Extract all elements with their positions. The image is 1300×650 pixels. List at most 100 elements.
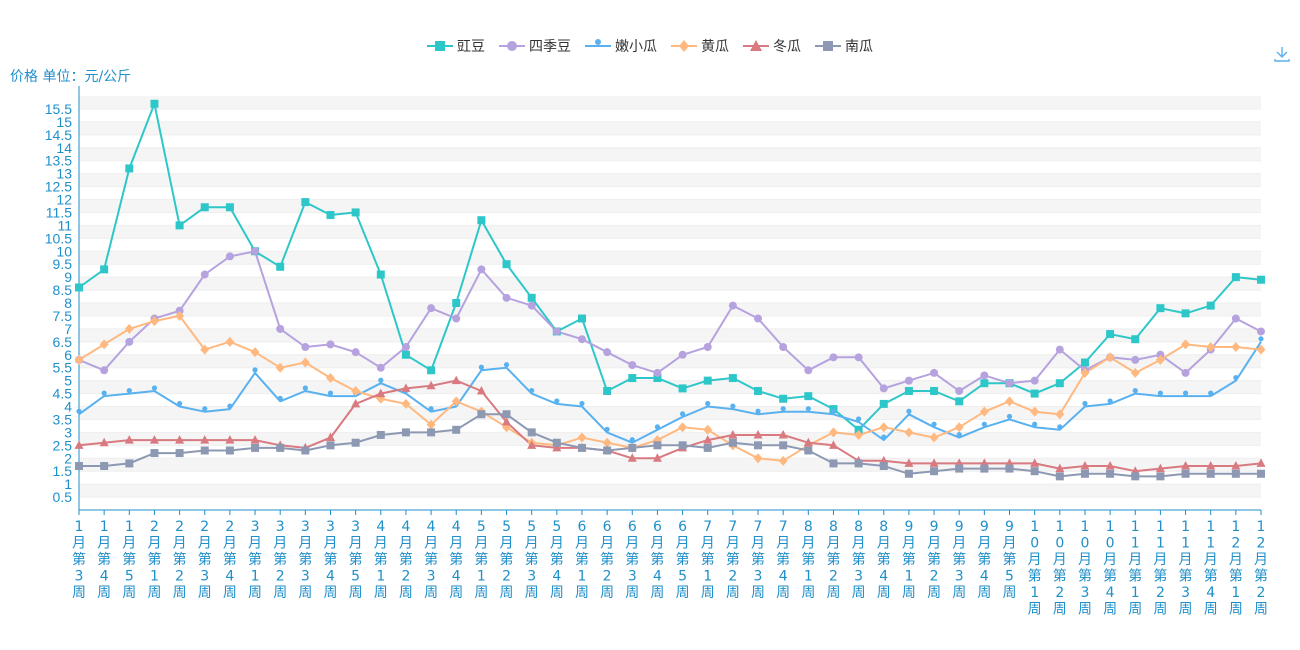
data-point — [780, 406, 786, 412]
data-point — [1055, 463, 1065, 473]
data-point — [451, 375, 461, 385]
data-point — [1131, 472, 1140, 481]
data-point — [200, 270, 209, 279]
y-tick-label: 9.5 — [53, 256, 73, 272]
legend-symbol-icon — [671, 40, 697, 52]
data-point — [552, 442, 562, 452]
x-tick-label: 8 月第 3 周 — [852, 519, 866, 601]
data-point — [1231, 469, 1240, 478]
data-point — [1006, 413, 1013, 420]
data-point — [1080, 358, 1089, 367]
data-point — [1030, 406, 1040, 417]
data-point — [929, 432, 939, 443]
x-tick-label: 1 2 月第 1 周 — [1229, 519, 1243, 618]
data-point — [728, 429, 738, 439]
data-point — [427, 366, 436, 375]
data-point — [1181, 469, 1190, 478]
data-point — [99, 437, 109, 447]
download-icon[interactable] — [1272, 44, 1292, 64]
data-point — [502, 410, 511, 419]
data-point — [1057, 424, 1063, 430]
data-point — [1231, 341, 1241, 352]
data-point — [552, 327, 561, 336]
data-point — [1206, 341, 1216, 352]
x-tick-label: 3 月第 3 周 — [298, 519, 312, 601]
x-tick-label: 1 0 月第 4 周 — [1103, 519, 1117, 618]
data-point — [175, 221, 184, 230]
data-point — [779, 342, 788, 351]
x-tick-label: 1 0 月第 3 周 — [1078, 519, 1092, 618]
y-tick-label: 8.5 — [53, 282, 73, 298]
data-point — [301, 342, 310, 351]
data-point — [1080, 461, 1090, 470]
data-point — [277, 395, 283, 401]
legend-item[interactable]: 豇豆 — [427, 36, 485, 56]
legend-symbol-icon — [815, 41, 841, 51]
data-point — [805, 406, 811, 412]
data-point — [527, 440, 537, 449]
data-point — [1257, 327, 1265, 336]
data-point — [679, 411, 686, 417]
x-tick-label: 4 月第 4 周 — [449, 519, 463, 601]
y-tick-label: 7.5 — [53, 308, 73, 324]
data-point — [654, 424, 661, 430]
legend-symbol-icon — [499, 41, 525, 51]
data-point — [956, 431, 962, 438]
data-point — [778, 455, 788, 466]
series-line — [78, 102, 1262, 431]
legend-symbol-icon — [743, 40, 769, 51]
data-point — [150, 449, 159, 458]
x-tick-label: 6 月第 4 周 — [650, 519, 664, 601]
legend-item[interactable]: 南瓜 — [815, 36, 873, 56]
data-point — [275, 362, 285, 373]
data-point — [478, 364, 484, 370]
legend-item[interactable]: 嫩小瓜 — [585, 36, 657, 56]
data-point — [980, 464, 989, 473]
data-point — [904, 376, 913, 385]
data-point — [1030, 376, 1039, 385]
data-point — [176, 400, 183, 407]
x-tick-label: 1 月第 4 周 — [97, 519, 111, 601]
data-point — [1106, 469, 1115, 478]
legend-item[interactable]: 冬瓜 — [743, 36, 801, 56]
legend-item[interactable]: 四季豆 — [499, 36, 571, 56]
legend-label: 豇豆 — [457, 39, 485, 55]
data-point — [754, 386, 763, 395]
x-tick-label: 1 1 月第 1 周 — [1128, 519, 1142, 618]
x-tick-label: 1 1 月第 3 周 — [1179, 519, 1193, 618]
data-point — [1155, 354, 1165, 365]
legend-item[interactable]: 黄瓜 — [671, 36, 729, 56]
legend: 豇豆 四季豆 嫩小瓜 黄瓜 冬瓜 南瓜 — [0, 36, 1300, 56]
data-point — [931, 421, 937, 427]
data-point — [1257, 275, 1265, 284]
data-point — [529, 387, 535, 394]
y-tick-label: 2.5 — [53, 437, 73, 453]
data-point — [803, 437, 813, 447]
y-tick-label: 15 — [56, 114, 72, 130]
data-point — [703, 443, 712, 452]
data-point — [150, 99, 159, 108]
y-tick-label: 11 — [57, 217, 72, 233]
data-point — [728, 374, 737, 383]
x-tick-label: 2 月第 3 周 — [198, 519, 212, 601]
data-point — [376, 363, 385, 372]
data-point — [1106, 330, 1115, 339]
data-point — [351, 208, 360, 217]
data-point — [678, 384, 687, 393]
data-point — [1055, 379, 1064, 388]
x-tick-label: 6 月第 3 周 — [625, 519, 639, 601]
x-tick-label: 5 月第 4 周 — [550, 519, 564, 601]
data-point — [754, 441, 763, 450]
data-point — [100, 462, 109, 471]
x-tick-label: 2 月第 2 周 — [173, 519, 187, 601]
data-point — [503, 362, 510, 368]
y-tick-label: 1 — [64, 476, 72, 492]
data-point — [1157, 390, 1164, 396]
data-point — [426, 419, 436, 430]
x-tick-label: 3 月第 1 周 — [248, 519, 262, 601]
data-point — [125, 459, 134, 468]
data-point — [627, 453, 637, 462]
y-tick-label: 13 — [56, 166, 72, 182]
data-point — [1156, 304, 1165, 313]
data-point — [75, 283, 83, 292]
